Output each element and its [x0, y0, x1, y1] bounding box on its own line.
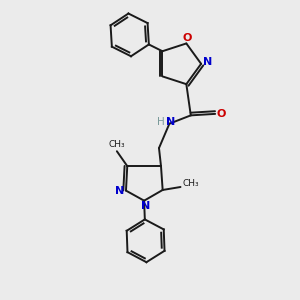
Text: N: N [141, 201, 150, 211]
Text: O: O [182, 33, 192, 43]
Text: H: H [157, 117, 165, 127]
Text: N: N [166, 117, 176, 127]
Text: N: N [203, 57, 212, 67]
Text: O: O [216, 109, 226, 119]
Text: CH₃: CH₃ [109, 140, 125, 149]
Text: N: N [115, 186, 124, 196]
Text: CH₃: CH₃ [183, 179, 199, 188]
